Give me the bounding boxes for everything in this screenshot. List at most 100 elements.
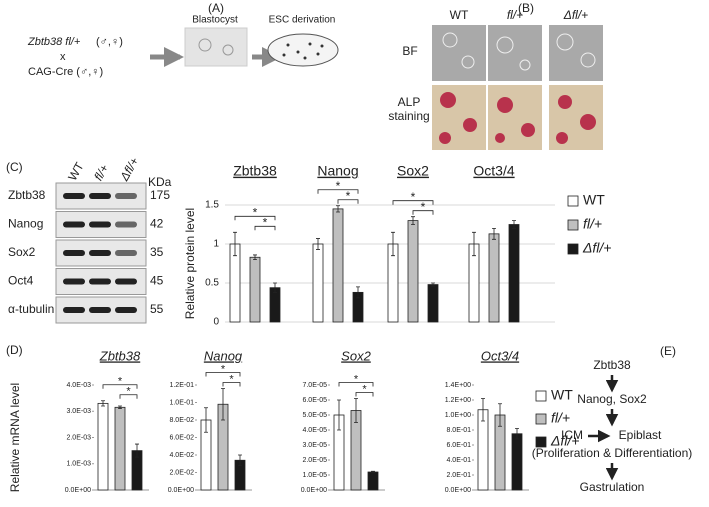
legend-label: Δfl/+ xyxy=(550,433,579,449)
bar xyxy=(332,208,344,323)
legend-swatch xyxy=(535,413,547,425)
lane-label: Δfl/+ xyxy=(117,155,142,184)
bar xyxy=(312,243,324,323)
panel-label: (B) xyxy=(518,1,534,15)
legend-swatch xyxy=(535,390,547,402)
y-tick-label: 1.4E+00 xyxy=(445,382,471,389)
bar xyxy=(427,284,439,323)
blot-row-label: Zbtb38 xyxy=(8,188,46,202)
error-bar xyxy=(336,205,340,213)
category-title: Zbtb38 xyxy=(233,163,277,179)
legend-swatch xyxy=(567,195,579,207)
legend-swatch xyxy=(567,219,579,231)
y-tick-label: 4.0E-02 xyxy=(169,452,194,459)
y-tick-label: 1.0E-05 xyxy=(302,472,327,479)
error-bar xyxy=(135,443,139,458)
significance-bracket xyxy=(254,225,276,231)
genotype: Zbtb38 fl/+ xyxy=(27,36,81,48)
panel-title: Sox2 xyxy=(341,348,371,363)
genotype-sex: (♂,♀) xyxy=(96,36,123,48)
y-tick-label: 0.0E+00 xyxy=(301,487,327,494)
blot-row-label: α-tubulin xyxy=(8,302,54,316)
y-tick-label: 1.0E-01 xyxy=(169,399,194,406)
error-bar xyxy=(371,470,375,474)
bar xyxy=(249,256,261,323)
error-bar xyxy=(498,403,502,427)
genotype: CAG-Cre (♂,♀) xyxy=(28,66,103,78)
significance-bracket xyxy=(355,392,374,397)
band xyxy=(63,278,85,285)
blot-kda: 45 xyxy=(150,274,164,288)
y-tick-label: 0 xyxy=(213,317,219,328)
panel-label: (E) xyxy=(660,344,676,358)
error-bar xyxy=(101,400,105,407)
blot-kda: 175 xyxy=(150,188,170,202)
band xyxy=(89,193,111,199)
cross: x xyxy=(60,51,66,63)
y-tick-label: 0.5 xyxy=(205,278,219,289)
legend-swatch xyxy=(567,243,579,255)
error-bar xyxy=(204,407,208,433)
band xyxy=(89,250,111,256)
y-tick-label: 5.0E-05 xyxy=(302,412,327,419)
step-label: ESC derivation xyxy=(269,15,336,26)
band xyxy=(63,221,85,228)
legend-label: WT xyxy=(583,192,605,208)
row-label-box: ALP staining xyxy=(388,95,429,123)
error-bar xyxy=(481,398,485,422)
band xyxy=(89,221,111,228)
row-label: BF xyxy=(402,44,417,58)
flow-step: Zbtb38 xyxy=(593,358,631,372)
significance-star: * xyxy=(336,179,341,193)
error-bar xyxy=(316,238,320,250)
y-tick-label: 4.0E-03 xyxy=(66,382,91,389)
legend-label: fl/+ xyxy=(551,410,570,426)
error-bar xyxy=(391,231,395,257)
flow-step: Nanog, Sox2 xyxy=(577,392,647,406)
y-tick-label: 6.0E-05 xyxy=(302,397,327,404)
significance-bracket xyxy=(205,372,241,377)
y-tick-label: 6.0E-02 xyxy=(169,434,194,441)
category-title: Sox2 xyxy=(397,163,429,179)
y-tick-label: 1.2E-01 xyxy=(169,382,194,389)
y-tick-label: 7.0E-05 xyxy=(302,382,327,389)
y-tick-label: 1.0E+00 xyxy=(445,412,471,419)
column-label: fl/+ xyxy=(507,8,523,22)
significance-star: * xyxy=(421,200,426,214)
bar xyxy=(269,287,281,323)
y-tick-label: 0.0E+00 xyxy=(168,487,194,494)
legend-label: Δfl/+ xyxy=(582,240,611,256)
blot xyxy=(55,182,147,324)
flow-step: Epiblast xyxy=(619,428,662,442)
error-bar xyxy=(354,398,358,423)
bar xyxy=(367,471,379,491)
significance-star: * xyxy=(263,215,268,229)
panel-label: (A) xyxy=(208,1,224,15)
y-tick-label: 0.0E+00 xyxy=(65,487,91,494)
error-bar xyxy=(337,399,341,431)
panel-title: Nanog xyxy=(204,348,243,363)
significance-bracket xyxy=(234,215,276,221)
error-bar xyxy=(472,231,476,257)
y-tick-label: 1.5 xyxy=(205,200,219,211)
panel-title: Zbtb38 xyxy=(99,348,141,363)
legend-label: WT xyxy=(551,387,573,403)
lane-label: WT xyxy=(65,159,87,183)
significance-bracket xyxy=(317,189,359,194)
blot-row-label: Oct4 xyxy=(8,274,34,288)
step-label: Blastocyst xyxy=(192,15,238,26)
y-tick-label: 4.0E-01 xyxy=(446,457,471,464)
flow-step: Gastrulation xyxy=(580,480,645,494)
category-title: Oct3/4 xyxy=(473,163,514,179)
significance-bracket xyxy=(222,382,241,387)
error-bar xyxy=(515,428,519,440)
significance-star: * xyxy=(221,363,226,375)
error-bar xyxy=(253,254,257,260)
bar xyxy=(511,433,523,491)
band xyxy=(115,278,137,285)
error-bar xyxy=(233,231,237,257)
error-bar xyxy=(411,216,415,225)
y-tick-label: 3.0E-05 xyxy=(302,442,327,449)
y-tick-label: 2.0E-02 xyxy=(169,469,194,476)
blot-kda: 55 xyxy=(150,302,164,316)
